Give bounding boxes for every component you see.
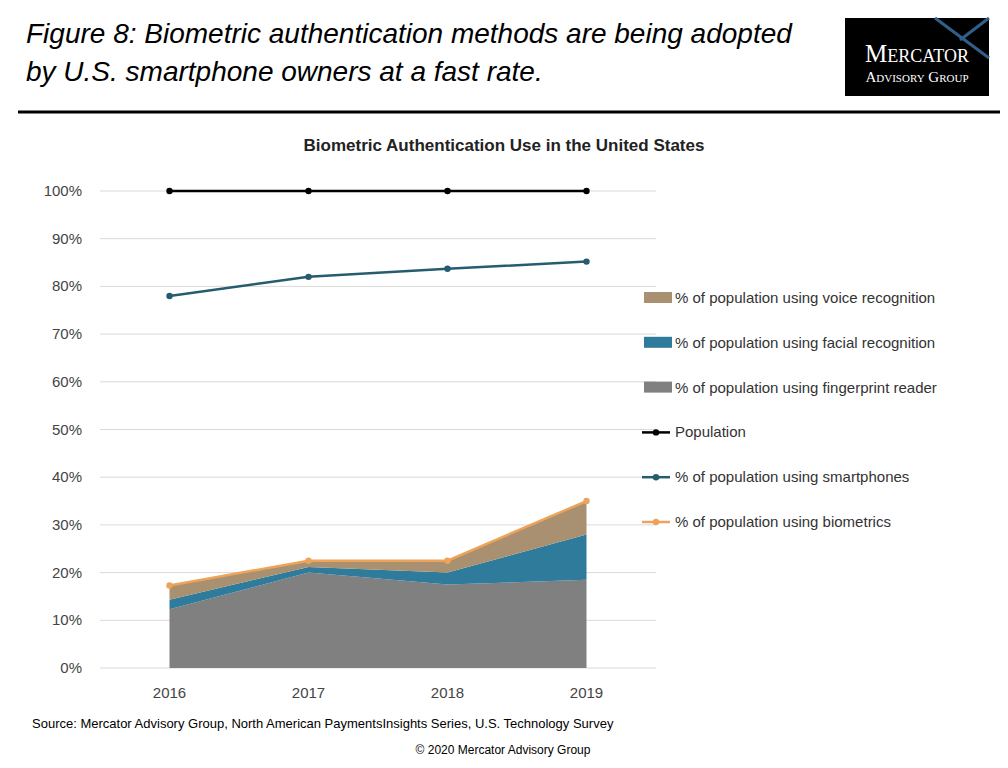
legend-label: Population [675, 423, 746, 440]
legend-label: % of population using biometrics [675, 513, 891, 530]
y-tick-label: 10% [52, 611, 82, 628]
x-tick-label: 2017 [292, 684, 325, 701]
y-tick-label: 100% [44, 182, 82, 199]
caption-line: Figure 8: Biometric authentication metho… [26, 18, 793, 49]
line [170, 190, 587, 193]
line [170, 501, 587, 585]
legend: % of population using voice recognition%… [642, 289, 937, 530]
y-tick-label: 60% [52, 373, 82, 390]
grid [100, 191, 656, 668]
grid-line [100, 477, 656, 478]
grid-line [100, 381, 656, 382]
legend-swatch [644, 292, 672, 303]
x-tick-label: 2016 [153, 684, 186, 701]
plot-area [166, 188, 589, 668]
caption: Figure 8: Biometric authentication metho… [26, 18, 793, 87]
source: Source: Mercator Advisory Group, North A… [32, 716, 614, 731]
y-tick-label: 0% [60, 659, 82, 676]
x-tick-label: 2018 [431, 684, 464, 701]
marker [166, 188, 172, 194]
y-tick-label: 90% [52, 230, 82, 247]
logo-box [845, 18, 989, 96]
legend-swatch [644, 382, 672, 393]
y-tick-label: 30% [52, 516, 82, 533]
logo-text: Advisory Group [865, 69, 968, 85]
legend-marker [653, 519, 659, 525]
marker [166, 293, 172, 299]
legend-marker [653, 474, 659, 480]
marker [305, 557, 311, 563]
legend-label: % of population using smartphones [675, 468, 909, 485]
marker [305, 274, 311, 280]
y-tick-label: 50% [52, 421, 82, 438]
header-rule [18, 111, 1000, 114]
grid-line [100, 191, 656, 192]
legend-marker [653, 429, 659, 435]
marker [305, 188, 311, 194]
legend-swatch [644, 337, 672, 348]
grid-line [100, 429, 656, 430]
legend-label: % of population using voice recognition [675, 289, 935, 306]
marker [583, 188, 589, 194]
area [170, 501, 587, 600]
x-tick-label: 2019 [570, 684, 603, 701]
copyright: © 2020 Mercator Advisory Group [416, 743, 591, 757]
grid-line [100, 334, 656, 335]
grid-line [100, 286, 656, 287]
chart-canvas: Figure 8: Biometric authentication metho… [0, 0, 1008, 768]
marker [444, 266, 450, 272]
marker [444, 557, 450, 563]
marker [166, 582, 172, 588]
marker [583, 258, 589, 264]
marker [444, 188, 450, 194]
logo-text: Mercator [865, 40, 969, 67]
y-tick-label: 80% [52, 277, 82, 294]
caption-line: by U.S. smartphone owners at a fast rate… [26, 56, 543, 87]
marker [583, 498, 589, 504]
chart-title: Biometric Authentication Use in the Unit… [304, 136, 705, 155]
y-tick-label: 70% [52, 325, 82, 342]
line [170, 262, 587, 296]
legend-label: % of population using facial recognition [675, 334, 935, 351]
legend-label: % of population using fingerprint reader [675, 379, 937, 396]
y-tick-label: 40% [52, 468, 82, 485]
grid-line [100, 238, 656, 239]
y-tick-label: 20% [52, 564, 82, 581]
